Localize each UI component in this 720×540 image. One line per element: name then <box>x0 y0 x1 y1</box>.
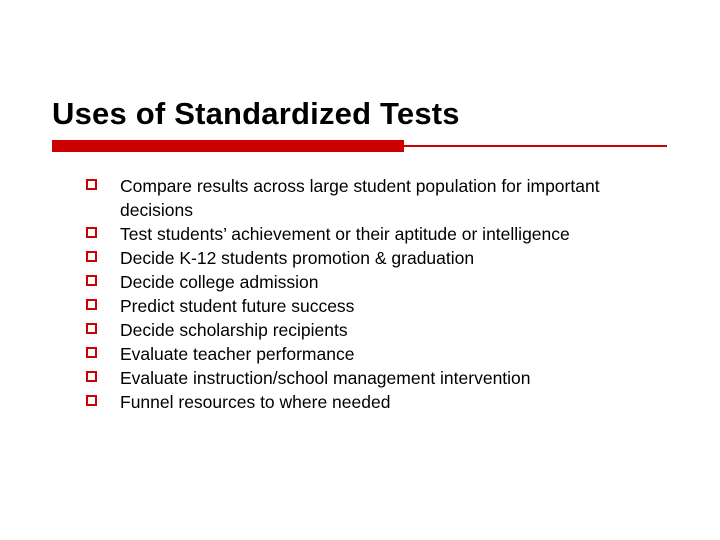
hollow-square-icon <box>86 395 97 406</box>
hollow-square-icon <box>86 275 97 286</box>
hollow-square-icon <box>86 299 97 310</box>
hollow-square-icon <box>86 347 97 358</box>
title-underline-thick <box>52 140 404 152</box>
list-item-text: Decide K-12 students promotion & graduat… <box>120 248 474 268</box>
list-item: Evaluate teacher performance <box>86 342 676 366</box>
list-item: Predict student future success <box>86 294 676 318</box>
list-item: Decide K-12 students promotion & graduat… <box>86 246 676 270</box>
slide-title: Uses of Standardized Tests <box>52 96 460 132</box>
hollow-square-icon <box>86 179 97 190</box>
list-item: Funnel resources to where needed <box>86 390 676 414</box>
list-item: Test students’ achievement or their apti… <box>86 222 676 246</box>
hollow-square-icon <box>86 227 97 238</box>
list-item: Decide college admission <box>86 270 676 294</box>
list-item-text: Evaluate teacher performance <box>120 344 354 364</box>
hollow-square-icon <box>86 323 97 334</box>
list-item-text: Decide scholarship recipients <box>120 320 348 340</box>
list-item-text: Compare results across large student pop… <box>120 176 600 220</box>
list-item-text: Test students’ achievement or their apti… <box>120 224 570 244</box>
bullet-list: Compare results across large student pop… <box>86 174 676 414</box>
list-item-text: Predict student future success <box>120 296 354 316</box>
list-item-text: Evaluate instruction/school management i… <box>120 368 531 388</box>
list-item: Decide scholarship recipients <box>86 318 676 342</box>
list-item-text: Funnel resources to where needed <box>120 392 390 412</box>
list-item: Evaluate instruction/school management i… <box>86 366 676 390</box>
list-item-text: Decide college admission <box>120 272 318 292</box>
list-item: Compare results across large student pop… <box>86 174 676 222</box>
slide: Uses of Standardized Tests Compare resul… <box>0 0 720 540</box>
hollow-square-icon <box>86 371 97 382</box>
hollow-square-icon <box>86 251 97 262</box>
title-underline-thin <box>404 145 667 147</box>
